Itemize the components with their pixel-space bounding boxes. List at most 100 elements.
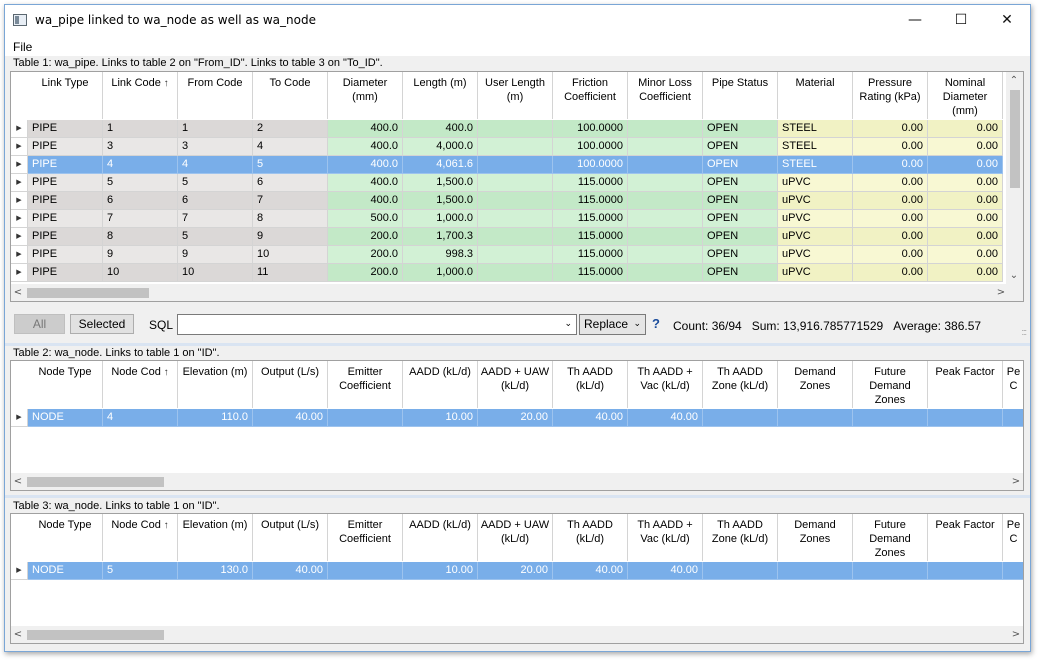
column-header[interactable]: Future Demand Zones (853, 361, 928, 408)
all-button[interactable]: All (14, 314, 65, 334)
table-cell[interactable]: 1,700.3 (403, 228, 478, 246)
table-cell[interactable] (478, 210, 553, 228)
table-cell[interactable]: 20.00 (478, 409, 553, 427)
table-cell[interactable] (628, 246, 703, 264)
row-header-arrow-icon[interactable]: ▶ (11, 138, 28, 156)
column-header[interactable]: Th AADD (kL/d) (553, 514, 628, 561)
column-header[interactable]: Node Cod ↑ (103, 361, 178, 408)
column-header[interactable]: Th AADD + Vac (kL/d) (628, 514, 703, 561)
table-row[interactable]: ▶ PIPE 8 5 9 200.0 1,700.3 115.0000 OPEN uPVC 0.00… (11, 228, 1003, 246)
minimize-button[interactable]: — (908, 12, 922, 28)
table-cell[interactable]: 115.0000 (553, 192, 628, 210)
column-header[interactable]: Demand Zones (778, 361, 853, 408)
table-cell[interactable]: 6 (103, 192, 178, 210)
table-cell[interactable]: 3 (103, 138, 178, 156)
table-cell[interactable]: 100.0000 (553, 120, 628, 138)
column-header[interactable]: Peak Factor (928, 361, 1003, 408)
table-cell[interactable]: PIPE (28, 156, 103, 174)
column-header[interactable]: Future Demand Zones (853, 514, 928, 561)
column-header[interactable]: Emitter Coefficient (328, 361, 403, 408)
column-header[interactable]: Length (m) (403, 72, 478, 119)
table-cell[interactable]: 4,061.6 (403, 156, 478, 174)
selected-button[interactable]: Selected (70, 314, 134, 334)
table-cell[interactable] (853, 409, 928, 427)
table-cell[interactable]: 200.0 (328, 228, 403, 246)
table-row[interactable]: ▶ NODE 4 110.0 40.00 10.00 20.00 40.00 40.00 (11, 409, 1023, 427)
table-cell[interactable] (478, 120, 553, 138)
row-header-arrow-icon[interactable]: ▶ (11, 174, 28, 192)
vertical-scrollbar[interactable]: ⌃ ⌄ (1006, 72, 1023, 301)
table-cell[interactable]: 6 (253, 174, 328, 192)
table-cell[interactable]: 100.0000 (553, 156, 628, 174)
table-cell[interactable]: PIPE (28, 210, 103, 228)
table-cell[interactable] (628, 264, 703, 282)
table-cell[interactable]: 400.0 (403, 120, 478, 138)
table-cell[interactable]: 10.00 (403, 409, 478, 427)
scroll-thumb[interactable] (1010, 90, 1020, 188)
column-header[interactable]: Diameter (mm) (328, 72, 403, 119)
table-cell[interactable]: NODE (28, 409, 103, 427)
table-cell[interactable] (778, 409, 853, 427)
table-cell[interactable] (928, 409, 1003, 427)
table-cell[interactable]: 115.0000 (553, 174, 628, 192)
table-cell[interactable]: 0.00 (928, 138, 1003, 156)
table-cell[interactable]: 0.00 (853, 192, 928, 210)
column-header[interactable]: Node Type (28, 514, 103, 561)
table-row[interactable]: ▶ PIPE 1 1 2 400.0 400.0 100.0000 OPEN STEEL 0.00 0… (11, 120, 1003, 138)
table-cell[interactable]: PIPE (28, 138, 103, 156)
table-cell[interactable]: 400.0 (328, 156, 403, 174)
scroll-thumb[interactable] (27, 630, 164, 640)
table-cell[interactable]: OPEN (703, 246, 778, 264)
column-header[interactable]: Th AADD + Vac (kL/d) (628, 361, 703, 408)
table-cell[interactable]: 8 (253, 210, 328, 228)
table-cell[interactable]: uPVC (778, 174, 853, 192)
table-cell[interactable]: OPEN (703, 138, 778, 156)
table-cell[interactable]: NODE (28, 562, 103, 580)
table-cell[interactable]: 1,000.0 (403, 210, 478, 228)
table-cell[interactable]: 2 (253, 120, 328, 138)
table-cell[interactable]: 10.00 (403, 562, 478, 580)
help-button[interactable]: ? (652, 316, 660, 331)
table-cell[interactable] (478, 156, 553, 174)
column-header[interactable]: Th AADD (kL/d) (553, 361, 628, 408)
scroll-down-icon[interactable]: ⌄ (1009, 270, 1019, 281)
table-cell[interactable]: 130.0 (178, 562, 253, 580)
scroll-thumb[interactable] (27, 288, 149, 298)
table-cell[interactable]: 40.00 (553, 562, 628, 580)
table-cell[interactable]: 40.00 (253, 409, 328, 427)
resize-grip-icon[interactable]: ::: (1021, 327, 1026, 337)
scroll-left-icon[interactable]: < (13, 629, 23, 640)
table-cell[interactable]: OPEN (703, 156, 778, 174)
table-cell[interactable] (478, 246, 553, 264)
table-cell[interactable]: 0.00 (853, 174, 928, 192)
table-cell[interactable]: 0.00 (853, 156, 928, 174)
table-cell[interactable]: 400.0 (328, 192, 403, 210)
column-header[interactable]: AADD (kL/d) (403, 514, 478, 561)
row-header-arrow-icon[interactable]: ▶ (11, 210, 28, 228)
table-row[interactable]: ▶ PIPE 5 5 6 400.0 1,500.0 115.0000 OPEN uPVC 0.00… (11, 174, 1003, 192)
table-cell[interactable]: 40.00 (628, 409, 703, 427)
close-button[interactable]: ✕ (1001, 12, 1013, 28)
table-cell[interactable] (853, 562, 928, 580)
table-cell[interactable]: 0.00 (928, 228, 1003, 246)
column-header[interactable]: Pe C (1003, 361, 1023, 408)
table-cell[interactable]: OPEN (703, 210, 778, 228)
table-cell[interactable]: 0.00 (853, 264, 928, 282)
table-row[interactable]: ▶ PIPE 6 6 7 400.0 1,500.0 115.0000 OPEN uPVC 0.00… (11, 192, 1003, 210)
table-row[interactable]: ▶ PIPE 10 10 11 200.0 1,000.0 115.0000 OPEN uPVC 0… (11, 264, 1003, 282)
table-cell[interactable]: 4 (253, 138, 328, 156)
column-header[interactable]: Node Cod ↑ (103, 514, 178, 561)
column-header[interactable]: Peak Factor (928, 514, 1003, 561)
table-cell[interactable]: 5 (103, 562, 178, 580)
table-cell[interactable]: PIPE (28, 120, 103, 138)
table-cell[interactable]: 9 (178, 246, 253, 264)
column-header[interactable]: AADD + UAW (kL/d) (478, 361, 553, 408)
table-cell[interactable] (478, 228, 553, 246)
horizontal-scrollbar[interactable]: < > (11, 473, 1023, 490)
table-cell[interactable]: 10 (103, 264, 178, 282)
column-header[interactable]: Th AADD Zone (kL/d) (703, 361, 778, 408)
table-cell[interactable]: 998.3 (403, 246, 478, 264)
table-cell[interactable]: 7 (253, 192, 328, 210)
table-cell[interactable]: 110.0 (178, 409, 253, 427)
table-cell[interactable]: 4 (178, 156, 253, 174)
